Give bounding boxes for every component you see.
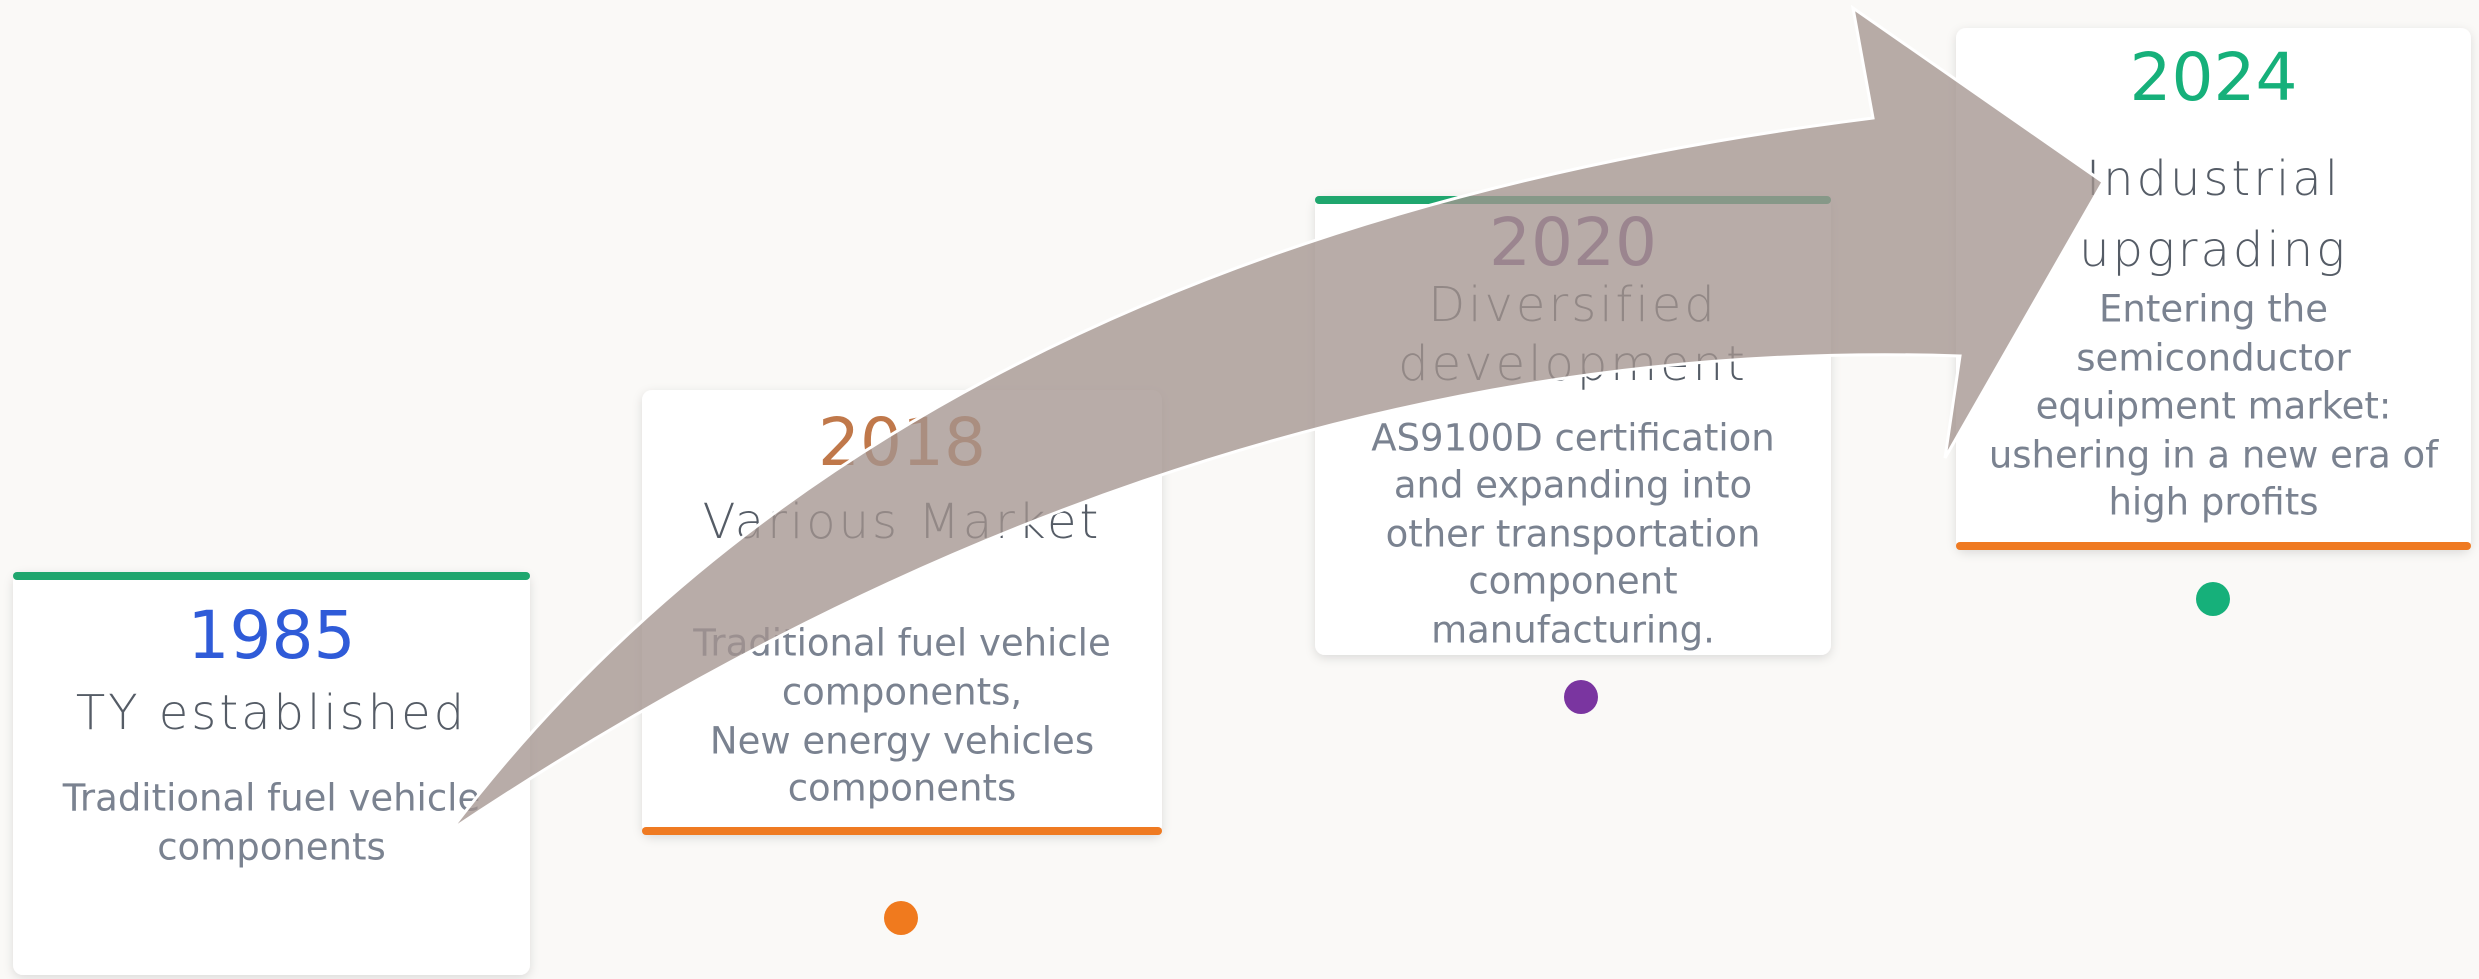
milestone-description: components, [782, 671, 1022, 714]
milestone-description: Traditional fuel vehicle [62, 777, 480, 820]
milestone-description: AS9100D certification [1371, 417, 1775, 460]
milestone-description: New energy vehicles [710, 720, 1094, 763]
year: 1985 [188, 597, 356, 674]
card-bottom-bar [642, 827, 1162, 835]
milestone-description: manufacturing. [1431, 609, 1715, 652]
milestone-description: component [1468, 560, 1677, 603]
milestone-title: upgrading [2079, 222, 2348, 278]
milestone-description: equipment market: [2036, 385, 2392, 428]
timeline-dot [1564, 680, 1598, 714]
milestone-description: semiconductor [2076, 337, 2351, 380]
milestone-description: ushering in a new era of [1989, 434, 2439, 477]
card [1956, 28, 2471, 550]
milestone-description: components [157, 826, 386, 869]
milestone-description: high profits [2108, 481, 2318, 524]
card-top-bar [13, 572, 530, 580]
year: 2024 [2130, 39, 2298, 116]
card [13, 572, 530, 975]
milestone-title: Industrial [2086, 151, 2341, 207]
milestone-description: Entering the [2099, 288, 2328, 331]
milestone-description: components [788, 767, 1017, 810]
timeline-dot [884, 901, 918, 935]
milestone-description: and expanding into [1394, 464, 1752, 507]
timeline-dot [2196, 582, 2230, 616]
card-bottom-bar [1956, 542, 2471, 550]
growth-arrow [449, 4, 2105, 832]
milestone-title: TY established [76, 685, 467, 741]
milestone-description: other transportation [1386, 513, 1761, 556]
